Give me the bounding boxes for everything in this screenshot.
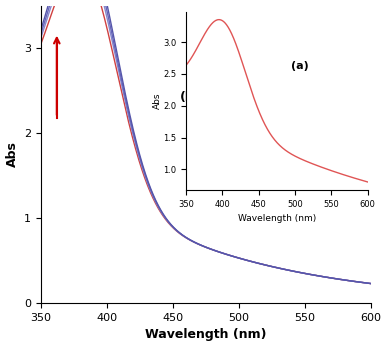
X-axis label: Wavelength (nm): Wavelength (nm) bbox=[145, 329, 267, 341]
Text: (b): (b) bbox=[180, 91, 200, 104]
Y-axis label: Abs: Abs bbox=[5, 142, 19, 167]
